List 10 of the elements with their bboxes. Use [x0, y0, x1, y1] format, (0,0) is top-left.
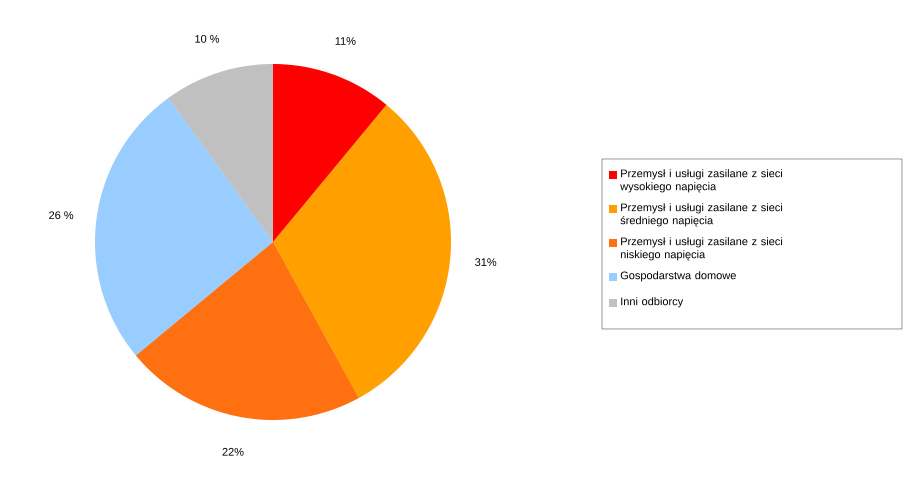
legend-label: Gospodarstwa domowe: [620, 271, 736, 282]
legend-label: Przemysł i usługi zasilane z sieci średniego napięcia: [620, 203, 782, 226]
data-label: 26 %: [49, 211, 74, 220]
legend-label: Przemysł i usługi zasilane z sieci niskiego napięcia: [620, 237, 782, 260]
data-label: 11%: [336, 37, 356, 45]
data-label: 22%: [222, 448, 244, 456]
data-label: 10 %: [195, 34, 220, 43]
data-label: 31%: [475, 258, 496, 266]
legend-label: Inni odbiorcy: [621, 297, 684, 308]
legend-label: Przemysł i usługi zasilane z sieci wysokiego napięcia: [620, 169, 782, 192]
